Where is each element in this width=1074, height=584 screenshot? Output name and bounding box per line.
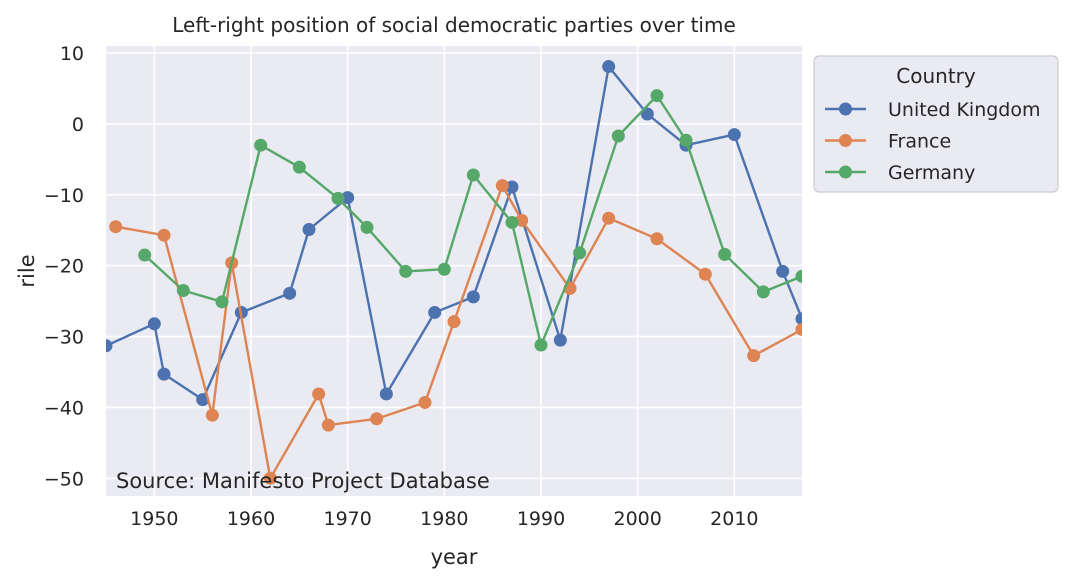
y-tick-label: −10: [44, 185, 84, 207]
data-point: [254, 138, 268, 152]
data-point: [505, 215, 519, 229]
legend-label: Germany: [888, 162, 975, 184]
data-point: [679, 133, 693, 147]
data-point: [106, 339, 113, 353]
data-point: [147, 317, 161, 331]
y-tick-label: −40: [44, 397, 84, 419]
data-point: [428, 305, 442, 319]
chart-title: Left-right position of social democratic…: [172, 13, 736, 37]
legend-label: France: [888, 131, 951, 153]
data-point: [727, 128, 741, 142]
series-layer: [106, 60, 802, 485]
data-point: [302, 223, 316, 237]
data-point: [157, 228, 171, 242]
data-point: [360, 220, 374, 234]
data-point: [611, 129, 625, 143]
data-point: [602, 211, 616, 225]
legend-title: Country: [896, 64, 976, 88]
x-tick-label: 1980: [420, 508, 468, 530]
source-annotation: Source: Manifesto Project Database: [116, 469, 490, 493]
legend-label: United Kingdom: [888, 99, 1041, 121]
legend: Country United Kingdom France Germany: [813, 55, 1059, 193]
x-axis-label: year: [431, 545, 478, 569]
data-point: [196, 393, 210, 407]
y-axis-label: rile: [15, 254, 39, 287]
data-point: [747, 349, 761, 363]
data-point: [331, 191, 345, 205]
y-tick-label: −30: [44, 327, 84, 349]
legend-swatch-marker: [839, 102, 852, 116]
legend-swatch-marker: [839, 165, 852, 179]
data-point: [263, 471, 277, 485]
data-point: [370, 412, 384, 426]
data-point: [795, 312, 802, 326]
data-point: [176, 283, 190, 297]
series: [138, 89, 802, 352]
x-tick-label: 2010: [710, 508, 758, 530]
y-tick-label: 0: [72, 114, 84, 136]
data-point: [515, 213, 529, 227]
data-point: [495, 179, 509, 193]
data-point: [756, 285, 770, 299]
data-point: [505, 180, 519, 194]
legend-frame: [813, 55, 1059, 193]
data-point: [341, 191, 355, 205]
data-point: [399, 264, 413, 278]
data-point: [447, 315, 461, 329]
data-point: [312, 387, 326, 401]
legend-swatch-marker: [839, 134, 852, 147]
y-tick-label: 10: [60, 43, 84, 65]
data-point: [553, 333, 567, 347]
x-tick-labels: 1950 1960 1970 1980 1990 2000 2010: [130, 508, 758, 530]
data-point: [650, 232, 664, 246]
x-tick-label: 1990: [517, 508, 565, 530]
x-tick-label: 1950: [130, 508, 178, 530]
data-point: [650, 89, 664, 103]
data-point: [379, 387, 393, 401]
data-point: [215, 295, 229, 309]
data-point: [776, 264, 790, 278]
legend-entries: United Kingdom France Germany: [825, 99, 1041, 184]
data-point: [466, 290, 480, 304]
plot-background: [106, 46, 802, 496]
data-point: [157, 367, 171, 381]
data-point: [466, 168, 480, 182]
data-point: [573, 246, 587, 260]
y-tick-label: −50: [44, 468, 84, 490]
series-line: [115, 184, 802, 480]
data-point: [205, 408, 219, 422]
data-point: [321, 418, 335, 432]
y-tick-label: −20: [44, 256, 84, 278]
data-point: [795, 322, 802, 336]
data-point: [795, 269, 802, 283]
y-tick-labels: 10 0 −10 −20 −30 −40 −50: [44, 43, 84, 490]
data-point: [718, 247, 732, 261]
x-tick-label: 1970: [323, 508, 371, 530]
x-tick-label: 2000: [613, 508, 661, 530]
data-point: [698, 267, 712, 281]
data-point: [283, 286, 297, 300]
data-point: [437, 262, 451, 276]
data-point: [602, 60, 616, 74]
data-point: [418, 395, 432, 409]
data-point: [109, 220, 123, 234]
data-point: [292, 160, 306, 174]
x-tick-label: 1960: [227, 508, 275, 530]
data-point: [138, 248, 152, 262]
data-point: [534, 338, 548, 352]
